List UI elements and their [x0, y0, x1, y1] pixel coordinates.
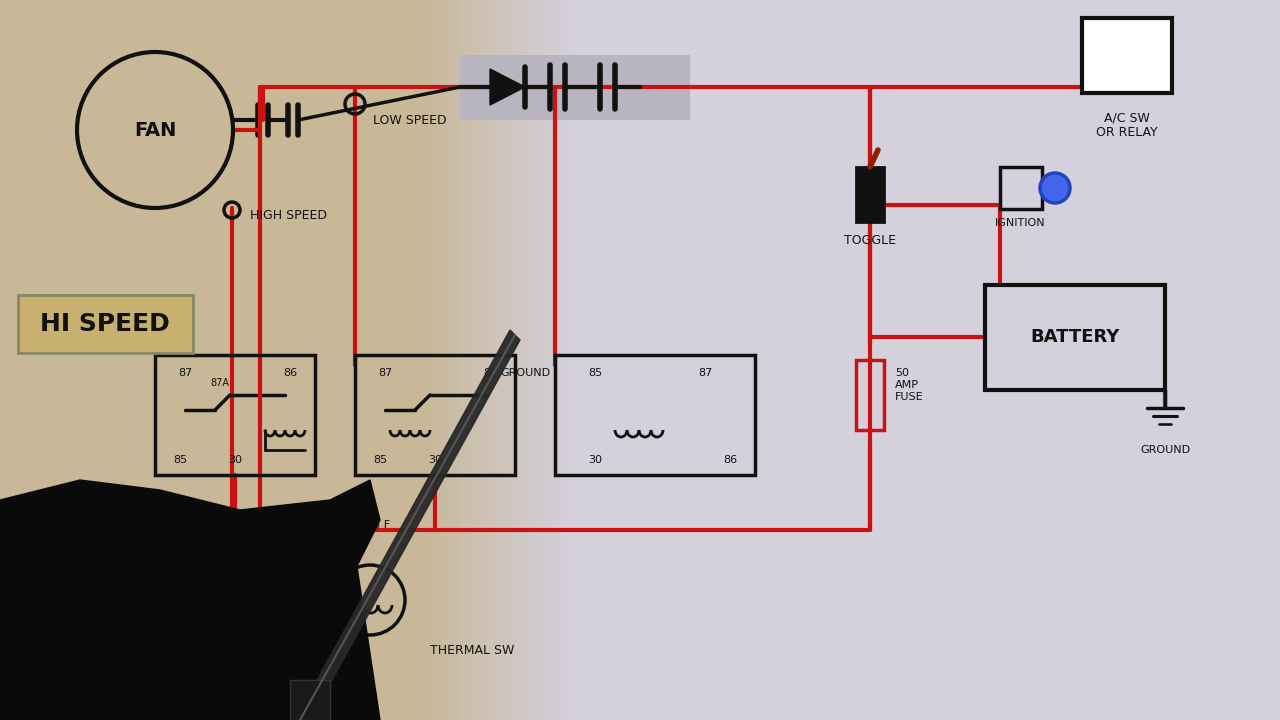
Bar	[291, 680, 330, 720]
Text: 198 F: 198 F	[360, 520, 390, 530]
Bar	[561, 0, 564, 720]
Text: A/C SW
OR RELAY: A/C SW OR RELAY	[1096, 111, 1158, 139]
Text: 85: 85	[588, 368, 602, 378]
Bar	[545, 0, 550, 720]
Bar	[1000, 167, 1042, 209]
Text: GROUND: GROUND	[1140, 445, 1190, 455]
Bar	[535, 0, 540, 720]
Bar	[420, 0, 1280, 720]
Bar	[506, 0, 509, 720]
Text: 87: 87	[378, 368, 392, 378]
Text: 87: 87	[698, 368, 712, 378]
Bar	[1082, 18, 1172, 93]
Text: LOW SPEED: LOW SPEED	[372, 114, 447, 127]
Text: HIGH SPEED: HIGH SPEED	[250, 209, 326, 222]
Bar	[460, 55, 690, 120]
Bar	[530, 0, 535, 720]
Text: 30: 30	[588, 455, 602, 465]
Bar	[856, 360, 884, 430]
Bar	[490, 0, 495, 720]
Bar	[460, 0, 465, 720]
Bar	[550, 0, 556, 720]
Bar	[509, 0, 515, 720]
Polygon shape	[0, 520, 380, 720]
Bar	[454, 0, 460, 720]
Polygon shape	[490, 69, 525, 105]
Bar	[564, 0, 570, 720]
Circle shape	[1039, 173, 1070, 203]
Bar	[515, 0, 520, 720]
Bar	[475, 0, 480, 720]
Text: IGNITION: IGNITION	[995, 218, 1046, 228]
Bar	[556, 355, 755, 475]
Bar	[440, 0, 445, 720]
Text: 87A: 87A	[210, 378, 229, 388]
Text: 210 F: 210 F	[224, 520, 256, 530]
Text: 30: 30	[228, 455, 242, 465]
Text: GROUND: GROUND	[500, 368, 550, 378]
Text: FAN: FAN	[134, 120, 177, 140]
Bar	[465, 0, 470, 720]
Text: 50
AMP
FUSE: 50 AMP FUSE	[895, 369, 924, 402]
Bar	[525, 0, 530, 720]
Bar	[470, 0, 475, 720]
Bar	[540, 0, 545, 720]
Text: 86: 86	[283, 368, 297, 378]
Text: THERMAL SW: THERMAL SW	[430, 644, 515, 657]
Bar	[430, 0, 435, 720]
Text: GROUND: GROUND	[175, 575, 225, 585]
Text: 30: 30	[428, 455, 442, 465]
Bar	[420, 0, 425, 720]
Bar	[435, 0, 440, 720]
Polygon shape	[0, 480, 380, 720]
Text: 85: 85	[173, 455, 187, 465]
Bar	[556, 0, 561, 720]
Bar	[986, 285, 1165, 390]
Text: BATTERY: BATTERY	[1030, 328, 1120, 346]
Bar	[856, 167, 884, 222]
Text: 87: 87	[178, 368, 192, 378]
Text: TOGGLE: TOGGLE	[844, 233, 896, 246]
Text: 86: 86	[723, 455, 737, 465]
Bar	[0, 0, 420, 720]
Bar	[445, 0, 451, 720]
Bar	[155, 355, 315, 475]
Polygon shape	[294, 330, 520, 720]
Bar	[451, 0, 454, 720]
Bar	[495, 0, 500, 720]
Bar	[425, 0, 430, 720]
Text: 85: 85	[372, 455, 387, 465]
Bar	[355, 355, 515, 475]
Text: 86: 86	[483, 368, 497, 378]
Bar	[500, 0, 506, 720]
Bar	[520, 0, 525, 720]
Bar	[480, 0, 485, 720]
Text: HI SPEED: HI SPEED	[40, 312, 170, 336]
Bar	[18, 295, 193, 353]
Bar	[485, 0, 490, 720]
